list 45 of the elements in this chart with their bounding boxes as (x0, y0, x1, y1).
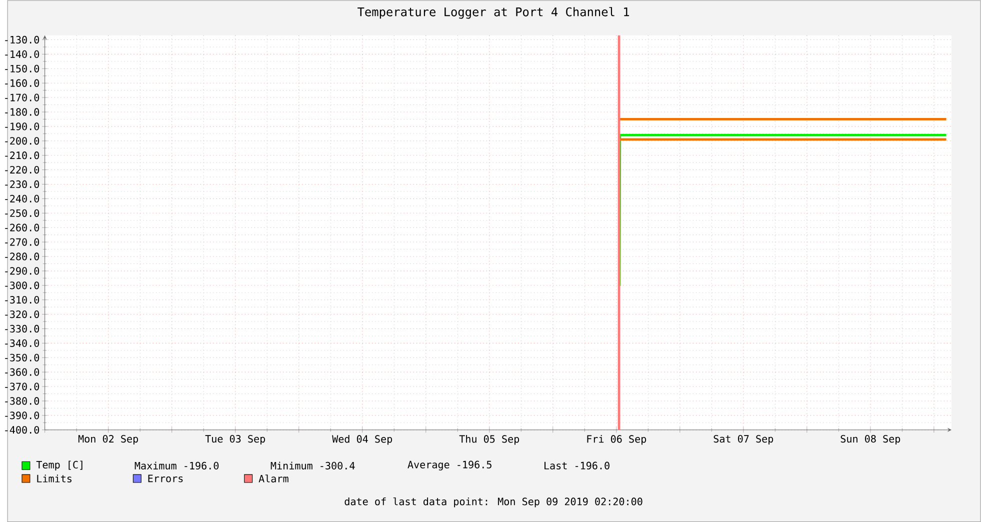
y-tick-label: -130.0 (5, 36, 40, 44)
y-tick-label: -330.0 (5, 324, 40, 332)
y-tick-label: -220.0 (5, 166, 40, 174)
y-tick-label: -320.0 (5, 310, 40, 318)
y-tick-label: -210.0 (5, 151, 40, 160)
chart-title: Temperature Logger at Port 4 Channel 1 (358, 6, 630, 19)
y-tick-label: -190.0 (5, 122, 40, 130)
y-tick-label: -160.0 (5, 79, 40, 87)
y-tick-label: -340.0 (5, 339, 40, 347)
y-tick-label: -240.0 (5, 194, 40, 202)
y-tick-label: -360.0 (5, 368, 40, 376)
y-tick-label: -350.0 (5, 354, 40, 362)
y-tick-label: -150.0 (5, 64, 40, 72)
legend-label: Limits (37, 474, 72, 482)
x-tick-label: Fri 06 Sep (587, 434, 646, 445)
x-tick-label: Tue 03 Sep (205, 434, 265, 444)
text: Average -196.5 (408, 460, 492, 470)
y-tick-label: -280.0 (5, 252, 40, 260)
y-tick-label: -270.0 (5, 238, 40, 246)
y-tick-label: -180.0 (5, 108, 40, 116)
y-tick-label: -400.0 (5, 426, 40, 434)
x-tick-label: Mon 02 Sep (78, 434, 138, 444)
y-tick-label: -140.0 (5, 50, 40, 58)
y-tick-label: -290.0 (5, 267, 40, 275)
text: Minimum -300.4 (270, 462, 355, 470)
y-tick-label: -230.0 (5, 180, 40, 188)
y-tick-label: -250.0 (5, 209, 40, 217)
y-tick-label: -170.0 (5, 94, 40, 102)
text: Last -196.0 (544, 462, 610, 470)
legend-label: Errors (148, 474, 183, 482)
legend-label: Alarm (258, 474, 288, 482)
text: Maximum -196.0 (134, 462, 219, 470)
y-tick-label: -380.0 (5, 397, 40, 405)
text: date of last data point: Mon Sep 09 2019 02:20:00 (344, 497, 642, 508)
x-tick-label: Sun 08 Sep (840, 434, 900, 444)
y-tick-label: -300.0 (5, 281, 40, 290)
x-tick-label: Thu 05 Sep (459, 434, 520, 445)
x-tick-label: Wed 04 Sep (332, 434, 392, 445)
y-tick-label: -370.0 (5, 382, 40, 390)
y-tick-label: -200.0 (5, 136, 40, 145)
y-tick-label: -260.0 (5, 224, 40, 232)
y-tick-label: -310.0 (5, 296, 40, 304)
legend-label: Temp [C] (36, 460, 82, 470)
y-tick-label: -390.0 (5, 412, 40, 420)
x-tick-label: Sat 07 Sep (714, 434, 774, 444)
